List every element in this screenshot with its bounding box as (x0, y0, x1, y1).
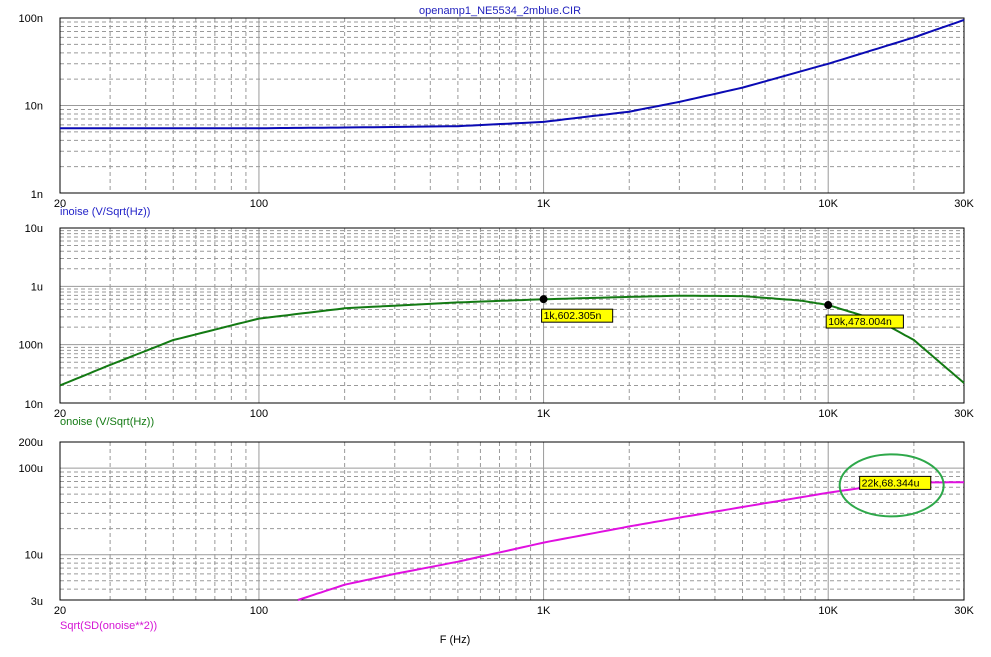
panel-onoise: 10u 1u 100n 10n 20 100 1K 10K 30K onoise (V/Sqrt(… (19, 223, 975, 428)
x-tick-label: 1K (537, 198, 551, 210)
x-grid (109, 228, 915, 403)
plot-panels: 100n 10n 1n 20 100 1K 10K 30K inoise (V/Sqrt(Hz)… (19, 13, 975, 632)
plot-frame (59, 227, 965, 404)
y-tick-label: 200u (19, 437, 43, 449)
y-tick-label: 3u (31, 596, 43, 608)
x-tick-label: 100 (250, 605, 268, 617)
panel-inoise: 100n 10n 1n 20 100 1K 10K 30K inoise (V/Sqrt(Hz)… (19, 13, 975, 218)
x-tick-label: 20 (54, 408, 66, 420)
panel-sqrt-sd: 200u 100u 10u 3u 20 100 1K 10K 30K Sqrt(SD(onoise… (19, 437, 975, 632)
x-axis-label: F (Hz) (440, 634, 471, 646)
y-tick-label: 100u (19, 463, 43, 475)
data-point-marker (539, 295, 548, 304)
plot-frame (59, 17, 965, 194)
data-point-marker (824, 301, 833, 310)
highlight-ellipse (838, 453, 945, 518)
callout-box (541, 308, 614, 323)
plot-frame (59, 441, 965, 601)
series-line-inoise (60, 18, 965, 130)
callout-label: 10k,478.004n (828, 316, 892, 328)
y-tick-label: 100n (19, 340, 43, 352)
series-label-sqrt-sd: Sqrt(SD(onoise**2)) (60, 620, 157, 632)
y-tick-label: 10u (25, 550, 43, 562)
y-tick-label: 10u (25, 223, 43, 235)
x-grid (109, 442, 915, 600)
x-tick-label: 100 (250, 198, 268, 210)
series-label-onoise: onoise (V/Sqrt(Hz)) (60, 416, 154, 428)
callout-label: 1k,602.305n (544, 310, 602, 322)
y-tick-label: 10n (25, 399, 43, 411)
x-tick-label: 20 (54, 198, 66, 210)
x-tick-label: 10K (818, 605, 838, 617)
y-tick-label: 1n (31, 189, 43, 201)
callout-box (825, 314, 904, 329)
series-line-sqrt-sd (297, 481, 964, 601)
callout-label: 22k,68.344u (862, 477, 920, 489)
y-tick-label: 1u (31, 281, 43, 293)
x-tick-label: 20 (54, 605, 66, 617)
x-tick-label: 10K (818, 408, 838, 420)
x-tick-label: 100 (250, 408, 268, 420)
callout-box (859, 475, 932, 490)
series-label-inoise: inoise (V/Sqrt(Hz)) (60, 206, 150, 218)
x-tick-label: 10K (818, 198, 838, 210)
x-tick-label: 30K (954, 408, 974, 420)
x-tick-label: 1K (537, 408, 551, 420)
chart-title: openamp1_NE5534_2mblue.CIR (419, 5, 581, 17)
x-tick-label: 1K (537, 605, 551, 617)
y-grid (60, 467, 964, 590)
y-grid (60, 230, 964, 386)
y-grid (60, 21, 964, 168)
x-tick-label: 30K (954, 605, 974, 617)
x-tick-label: 30K (954, 198, 974, 210)
y-tick-label: 10n (25, 101, 43, 113)
y-tick-label: 100n (19, 13, 43, 25)
